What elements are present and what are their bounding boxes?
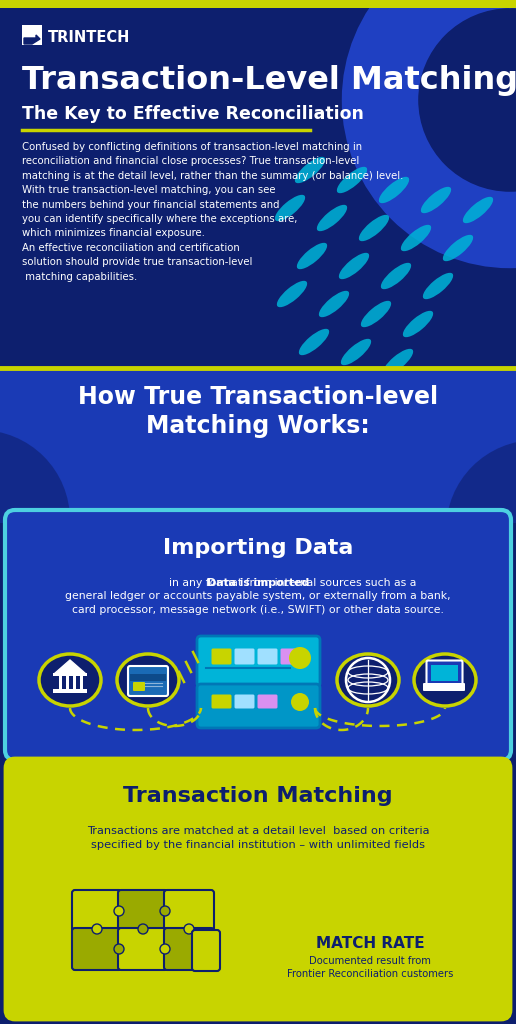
Ellipse shape <box>423 272 453 299</box>
Ellipse shape <box>463 197 493 223</box>
Ellipse shape <box>39 654 101 706</box>
FancyBboxPatch shape <box>133 682 145 691</box>
Circle shape <box>92 924 102 934</box>
FancyBboxPatch shape <box>257 694 278 709</box>
Circle shape <box>291 693 309 711</box>
FancyBboxPatch shape <box>79 675 83 689</box>
FancyBboxPatch shape <box>164 890 214 932</box>
FancyBboxPatch shape <box>128 666 168 696</box>
Ellipse shape <box>361 301 391 328</box>
Ellipse shape <box>295 157 325 183</box>
Circle shape <box>114 944 124 954</box>
Text: Confused by conflicting definitions of transaction-level matching in
reconciliat: Confused by conflicting definitions of t… <box>22 142 404 282</box>
FancyBboxPatch shape <box>234 694 254 709</box>
Ellipse shape <box>421 186 451 213</box>
FancyBboxPatch shape <box>130 674 166 681</box>
FancyBboxPatch shape <box>0 368 516 523</box>
FancyBboxPatch shape <box>73 675 75 689</box>
FancyBboxPatch shape <box>257 648 278 665</box>
Ellipse shape <box>337 167 367 194</box>
FancyBboxPatch shape <box>58 675 61 689</box>
Text: Data is imported: Data is imported <box>207 578 309 588</box>
FancyBboxPatch shape <box>212 648 232 665</box>
Circle shape <box>446 440 516 620</box>
FancyBboxPatch shape <box>197 684 320 728</box>
Ellipse shape <box>443 234 473 261</box>
FancyBboxPatch shape <box>118 928 168 970</box>
Ellipse shape <box>359 215 389 242</box>
Ellipse shape <box>299 329 329 355</box>
FancyBboxPatch shape <box>53 673 87 676</box>
Ellipse shape <box>319 291 349 317</box>
FancyBboxPatch shape <box>66 675 69 689</box>
FancyBboxPatch shape <box>427 660 462 685</box>
FancyBboxPatch shape <box>164 928 214 970</box>
Text: Transaction Matching: Transaction Matching <box>123 786 393 806</box>
FancyBboxPatch shape <box>118 890 168 932</box>
Polygon shape <box>54 660 86 674</box>
Text: Documented result from
Frontier Reconciliation customers: Documented result from Frontier Reconcil… <box>287 956 453 979</box>
Ellipse shape <box>383 349 413 375</box>
Ellipse shape <box>401 225 431 251</box>
Ellipse shape <box>379 177 409 203</box>
FancyBboxPatch shape <box>234 648 254 665</box>
Ellipse shape <box>277 281 307 307</box>
FancyBboxPatch shape <box>5 510 511 760</box>
Circle shape <box>160 944 170 954</box>
Text: Transaction-Level Matching: Transaction-Level Matching <box>22 65 516 96</box>
Text: general ledger or accounts payable system, or externally from a bank,
card proce: general ledger or accounts payable syste… <box>65 591 451 615</box>
Text: MATCH RATE: MATCH RATE <box>316 936 424 951</box>
Ellipse shape <box>341 339 371 366</box>
Ellipse shape <box>337 654 399 706</box>
FancyBboxPatch shape <box>192 930 220 971</box>
FancyBboxPatch shape <box>281 648 300 665</box>
Ellipse shape <box>414 654 476 706</box>
Text: TRINTECH: TRINTECH <box>48 30 131 44</box>
Ellipse shape <box>117 654 179 706</box>
Circle shape <box>138 924 148 934</box>
FancyBboxPatch shape <box>5 758 511 1020</box>
FancyBboxPatch shape <box>53 689 87 693</box>
Ellipse shape <box>381 263 411 289</box>
FancyBboxPatch shape <box>22 25 42 45</box>
FancyBboxPatch shape <box>212 694 232 709</box>
FancyBboxPatch shape <box>431 665 458 681</box>
Ellipse shape <box>275 195 305 221</box>
Ellipse shape <box>297 243 327 269</box>
Circle shape <box>184 924 194 934</box>
Circle shape <box>346 658 390 702</box>
Text: Importing Data: Importing Data <box>163 538 353 558</box>
Text: The Key to Effective Reconciliation: The Key to Effective Reconciliation <box>22 105 364 123</box>
FancyBboxPatch shape <box>72 928 122 970</box>
Text: 95%: 95% <box>279 873 461 947</box>
Circle shape <box>289 647 311 669</box>
FancyBboxPatch shape <box>72 890 122 932</box>
Polygon shape <box>24 35 40 44</box>
Ellipse shape <box>317 205 347 231</box>
FancyBboxPatch shape <box>0 0 516 8</box>
Text: in any format from internal sources such as a: in any format from internal sources such… <box>99 578 417 588</box>
Ellipse shape <box>403 311 433 337</box>
FancyBboxPatch shape <box>423 683 465 691</box>
Circle shape <box>114 906 124 916</box>
Ellipse shape <box>339 253 369 280</box>
Text: How True Transaction-level
Matching Works:: How True Transaction-level Matching Work… <box>78 385 438 437</box>
Circle shape <box>160 906 170 916</box>
FancyBboxPatch shape <box>197 636 320 687</box>
Text: Transactions are matched at a detail level  based on criteria
specified by the f: Transactions are matched at a detail lev… <box>87 826 429 850</box>
Circle shape <box>0 430 70 610</box>
